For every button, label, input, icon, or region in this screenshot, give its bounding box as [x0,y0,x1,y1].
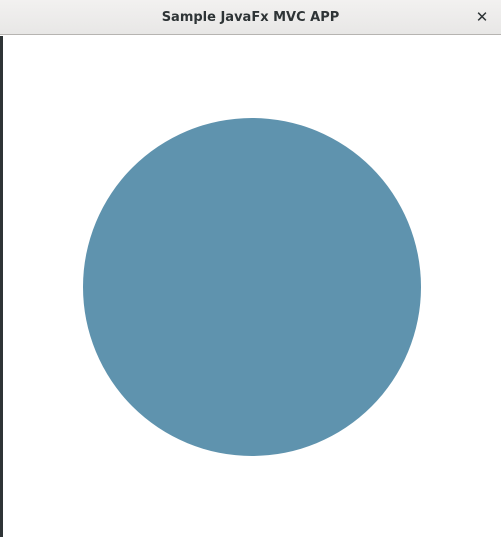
title-bar[interactable]: Sample JavaFx MVC APP ✕ [0,0,501,35]
circle-shape[interactable] [83,118,421,456]
scene-canvas [3,36,501,537]
window-left-border [0,36,3,537]
window-title: Sample JavaFx MVC APP [161,10,340,25]
close-icon[interactable]: ✕ [475,8,489,26]
